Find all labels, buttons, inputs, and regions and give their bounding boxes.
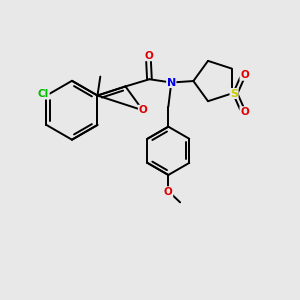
- Text: O: O: [144, 51, 153, 61]
- Text: O: O: [138, 105, 147, 115]
- Text: O: O: [240, 70, 249, 80]
- Text: S: S: [230, 88, 238, 98]
- Text: N: N: [167, 77, 176, 88]
- Text: O: O: [164, 187, 173, 197]
- Text: Cl: Cl: [38, 89, 49, 99]
- Text: O: O: [240, 107, 249, 117]
